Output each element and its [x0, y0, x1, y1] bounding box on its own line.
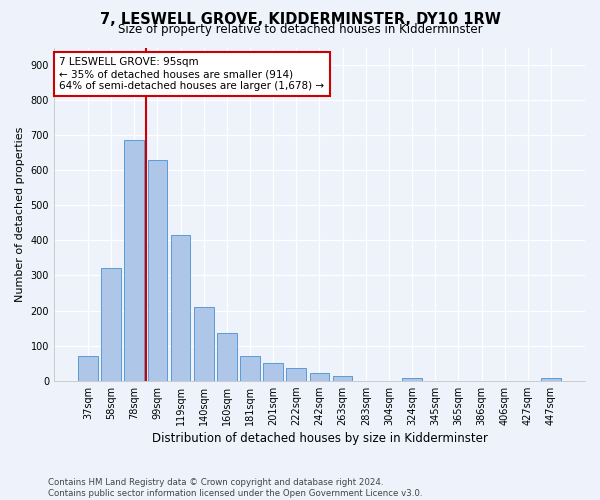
Bar — [286, 368, 306, 380]
Bar — [170, 235, 190, 380]
Text: Size of property relative to detached houses in Kidderminster: Size of property relative to detached ho… — [118, 22, 482, 36]
Bar — [101, 268, 121, 380]
Bar — [148, 160, 167, 380]
Text: 7, LESWELL GROVE, KIDDERMINSTER, DY10 1RW: 7, LESWELL GROVE, KIDDERMINSTER, DY10 1R… — [100, 12, 500, 28]
Bar — [194, 307, 214, 380]
Bar — [217, 332, 236, 380]
Bar — [263, 363, 283, 380]
Text: Contains HM Land Registry data © Crown copyright and database right 2024.
Contai: Contains HM Land Registry data © Crown c… — [48, 478, 422, 498]
Text: 7 LESWELL GROVE: 95sqm
← 35% of detached houses are smaller (914)
64% of semi-de: 7 LESWELL GROVE: 95sqm ← 35% of detached… — [59, 58, 325, 90]
Bar — [240, 356, 260, 380]
Y-axis label: Number of detached properties: Number of detached properties — [15, 126, 25, 302]
Bar — [310, 373, 329, 380]
Bar — [541, 378, 561, 380]
X-axis label: Distribution of detached houses by size in Kidderminster: Distribution of detached houses by size … — [152, 432, 487, 445]
Bar — [124, 140, 144, 380]
Bar — [402, 378, 422, 380]
Bar — [78, 356, 98, 380]
Bar — [333, 376, 352, 380]
